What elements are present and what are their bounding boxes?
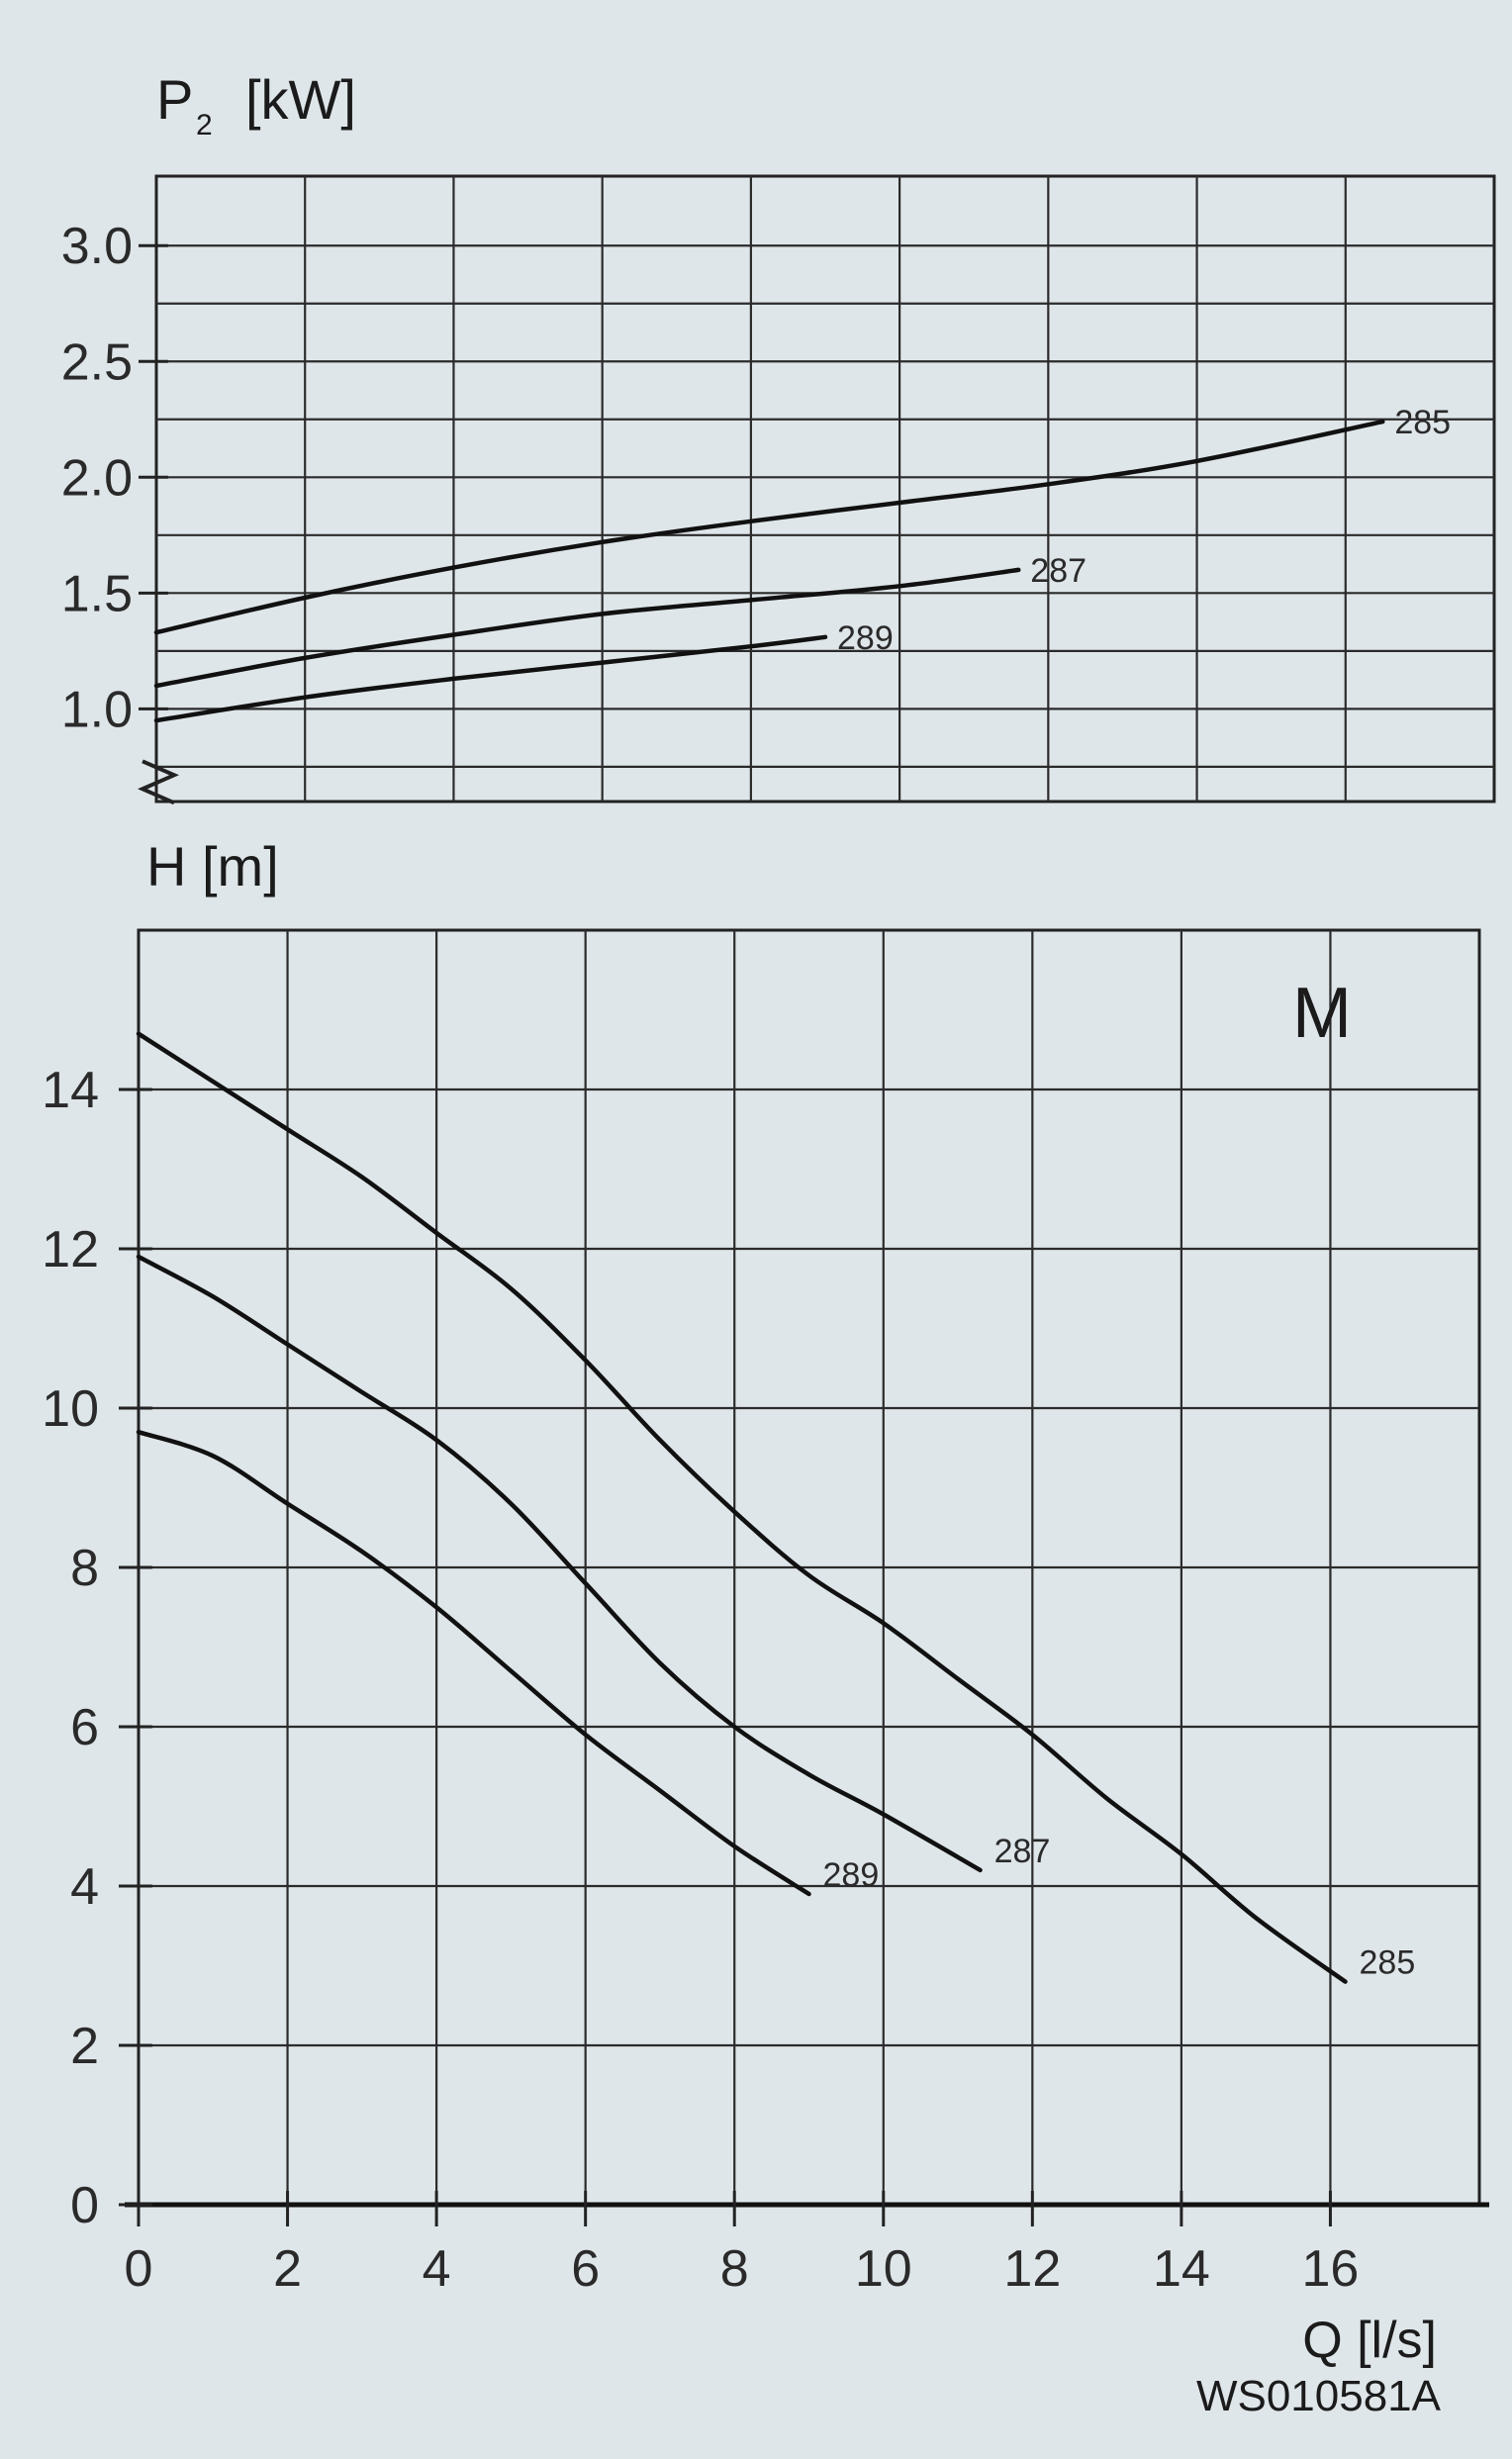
head-curve-287 [136,1254,983,1873]
power-curve-label-289: 289 [837,619,894,657]
head-x-tick-label: 10 [855,2240,912,2298]
head-y-tick-label: 12 [42,1221,99,1278]
head-y-tick-label: 2 [70,2018,99,2075]
head-x-tick-label: 16 [1302,2240,1360,2298]
power-y-tick-label: 1.0 [61,681,133,738]
power-curve-label-287: 287 [1030,552,1087,590]
power-grid [154,174,1496,804]
head-x-tick-label: 4 [423,2240,451,2298]
head-curve-289 [136,1429,811,1897]
head-curve-285 [136,1031,1348,1984]
power-chart: P 2 [kW] 1.0 1.5 2.0 2.5 3.0 285 287 289 [61,68,1496,805]
power-y-ticks: 1.0 1.5 2.0 2.5 3.0 [61,218,179,805]
figure-code: WS010581A [1196,2372,1442,2420]
power-ylabel-sub: 2 [196,109,213,142]
head-xlabel: Q [l/s] [1302,2312,1437,2369]
power-curve-287 [153,567,1021,689]
power-y-tick-label: 1.5 [61,565,133,622]
head-curve-label-285: 285 [1360,1944,1416,1982]
head-x-tick-label: 14 [1153,2240,1210,2298]
head-ticks: 0 2 4 6 8 10 12 14 0 2 4 6 8 10 12 14 16 [42,1062,1359,2298]
head-x-tick-label: 6 [571,2240,600,2298]
axis-break-mark [138,759,179,805]
head-y-tick-label: 14 [42,1062,99,1119]
head-x-tick-label: 12 [1003,2240,1061,2298]
head-curve-label-287: 287 [994,1833,1051,1870]
head-y-tick-label: 8 [70,1540,99,1597]
power-frame [154,174,1496,804]
head-curves: 285 287 289 [136,1031,1416,1984]
power-curve-285 [153,419,1385,635]
head-ylabel: H [m] [146,835,279,898]
power-ylabel-main: P [156,68,193,131]
head-curve-label-289: 289 [823,1856,880,1894]
power-y-tick-label: 3.0 [61,218,133,275]
head-y-tick-label: 0 [70,2177,99,2234]
power-ylabel-unit: [kW] [245,68,356,131]
corner-label: M [1292,974,1352,1053]
power-y-tick-label: 2.0 [61,449,133,507]
power-curve-289 [153,634,828,723]
head-x-tick-label: 0 [125,2240,153,2298]
head-y-tick-label: 6 [70,1699,99,1756]
power-y-tick-label: 2.5 [61,333,133,391]
power-curve-label-285: 285 [1394,404,1451,441]
head-y-tick-label: 4 [70,1858,99,1916]
power-curves: 285 287 289 [153,404,1451,723]
head-x-tick-label: 2 [273,2240,302,2298]
head-y-tick-label: 10 [42,1380,99,1438]
head-chart: H [m] 0 2 4 6 8 10 12 14 0 2 4 6 8 10 12 14 16 285 287 289… [42,835,1489,2420]
head-x-tick-label: 8 [720,2240,749,2298]
